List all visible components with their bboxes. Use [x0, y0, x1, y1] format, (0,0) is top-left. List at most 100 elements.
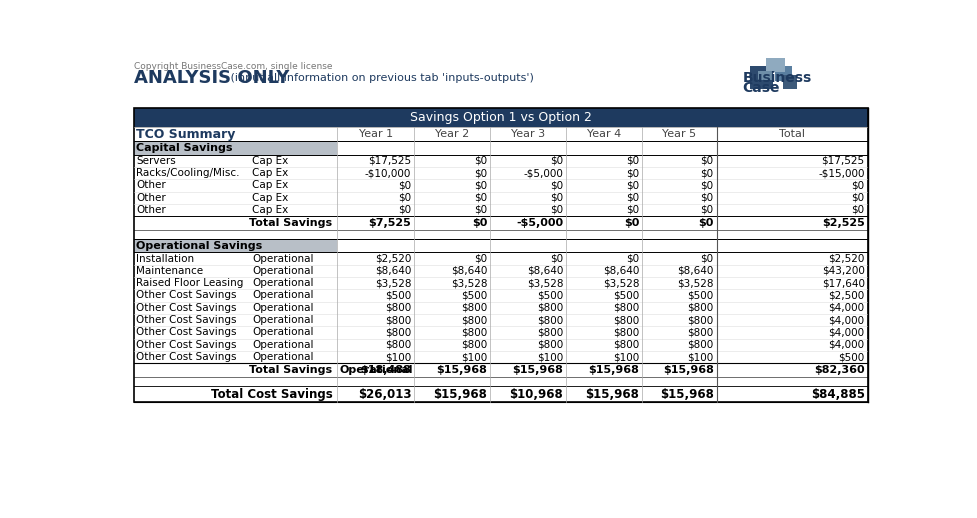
Text: Operational: Operational — [252, 303, 314, 313]
Text: Total Savings: Total Savings — [249, 365, 332, 375]
Text: $10,968: $10,968 — [509, 387, 563, 400]
Text: $0: $0 — [474, 156, 487, 166]
Text: Cap Ex: Cap Ex — [252, 168, 288, 178]
Text: $800: $800 — [687, 340, 713, 350]
Bar — [134, 154, 867, 167]
Text: Case: Case — [742, 81, 779, 95]
Text: $800: $800 — [536, 340, 563, 350]
Text: $0: $0 — [700, 193, 713, 203]
Text: $0: $0 — [851, 205, 864, 215]
Text: Operational: Operational — [252, 266, 314, 276]
Text: Other: Other — [136, 180, 166, 190]
Text: $2,520: $2,520 — [828, 253, 864, 264]
Text: $800: $800 — [613, 315, 639, 325]
Text: $0: $0 — [698, 218, 713, 228]
Text: $0: $0 — [398, 180, 411, 190]
Text: $100: $100 — [536, 352, 563, 362]
Bar — [134, 290, 867, 301]
Text: (input all information on previous tab 'inputs-outputs'): (input all information on previous tab '… — [227, 74, 533, 83]
Bar — [134, 179, 867, 192]
Text: $8,640: $8,640 — [450, 266, 487, 276]
Text: TCO Summary: TCO Summary — [136, 127, 235, 141]
Text: -$5,000: -$5,000 — [523, 168, 563, 178]
Text: Other Cost Savings: Other Cost Savings — [136, 291, 236, 300]
Bar — [134, 141, 337, 154]
Text: $0: $0 — [700, 180, 713, 190]
Text: Savings Option 1 vs Option 2: Savings Option 1 vs Option 2 — [409, 111, 591, 124]
Text: $800: $800 — [613, 303, 639, 313]
Text: $500: $500 — [385, 291, 411, 300]
Bar — [134, 108, 867, 127]
Text: $8,640: $8,640 — [527, 266, 563, 276]
Text: Year 3: Year 3 — [511, 129, 545, 139]
Text: Business: Business — [742, 71, 811, 85]
Text: $800: $800 — [385, 340, 411, 350]
Text: Copyright BusinessCase.com, single license: Copyright BusinessCase.com, single licen… — [134, 62, 332, 71]
Text: $0: $0 — [549, 156, 563, 166]
Text: $2,525: $2,525 — [821, 218, 864, 228]
Text: Operational: Operational — [252, 253, 314, 264]
Text: $0: $0 — [625, 156, 639, 166]
Text: $800: $800 — [460, 340, 487, 350]
Bar — [134, 314, 867, 326]
Text: $15,968: $15,968 — [584, 387, 639, 400]
Bar — [337, 141, 867, 154]
Text: $800: $800 — [613, 340, 639, 350]
Text: $82,360: $82,360 — [813, 365, 864, 375]
Bar — [337, 239, 867, 252]
Text: ANALYSIS ONLY: ANALYSIS ONLY — [134, 69, 289, 88]
Text: Other Cost Savings: Other Cost Savings — [136, 352, 236, 362]
Text: Operational: Operational — [252, 315, 314, 325]
Text: $800: $800 — [536, 327, 563, 337]
Text: $8,640: $8,640 — [676, 266, 713, 276]
Text: $800: $800 — [460, 327, 487, 337]
Text: $0: $0 — [625, 168, 639, 178]
Text: $0: $0 — [700, 253, 713, 264]
Text: $0: $0 — [625, 193, 639, 203]
Text: $100: $100 — [385, 352, 411, 362]
Text: $800: $800 — [460, 315, 487, 325]
Text: -$5,000: -$5,000 — [516, 218, 563, 228]
Bar — [782, 75, 795, 89]
Text: $500: $500 — [536, 291, 563, 300]
Bar — [134, 127, 867, 141]
Text: Other: Other — [136, 193, 166, 203]
Text: $0: $0 — [625, 205, 639, 215]
Text: Installation: Installation — [136, 253, 194, 264]
Text: $3,528: $3,528 — [374, 278, 411, 288]
Text: $8,640: $8,640 — [374, 266, 411, 276]
Text: $500: $500 — [460, 291, 487, 300]
Bar — [134, 386, 867, 402]
Text: $500: $500 — [613, 291, 639, 300]
Text: $0: $0 — [851, 180, 864, 190]
Bar — [134, 204, 867, 216]
Text: $0: $0 — [398, 193, 411, 203]
Text: $0: $0 — [700, 168, 713, 178]
Text: Operational: Operational — [339, 365, 412, 375]
Text: $15,968: $15,968 — [659, 387, 713, 400]
Text: Other: Other — [136, 205, 166, 215]
Text: $800: $800 — [385, 327, 411, 337]
Text: $0: $0 — [851, 193, 864, 203]
Text: Maintenance: Maintenance — [136, 266, 203, 276]
Text: $100: $100 — [460, 352, 487, 362]
Text: $0: $0 — [625, 253, 639, 264]
Text: Total: Total — [779, 129, 804, 139]
Text: $800: $800 — [385, 303, 411, 313]
Text: $84,885: $84,885 — [810, 387, 864, 400]
Text: $800: $800 — [460, 303, 487, 313]
Text: Capital Savings: Capital Savings — [136, 143, 233, 153]
Text: Operational: Operational — [252, 352, 314, 362]
Bar — [134, 351, 867, 363]
Text: $0: $0 — [474, 205, 487, 215]
Text: $0: $0 — [474, 253, 487, 264]
Bar — [134, 301, 867, 314]
Bar — [134, 363, 867, 377]
Text: $17,525: $17,525 — [821, 156, 864, 166]
Text: $2,500: $2,500 — [828, 291, 864, 300]
Text: $3,528: $3,528 — [450, 278, 487, 288]
Bar — [774, 66, 791, 81]
Text: Total Cost Savings: Total Cost Savings — [210, 387, 332, 400]
Text: -$10,000: -$10,000 — [364, 168, 411, 178]
Text: -$15,000: -$15,000 — [818, 168, 864, 178]
